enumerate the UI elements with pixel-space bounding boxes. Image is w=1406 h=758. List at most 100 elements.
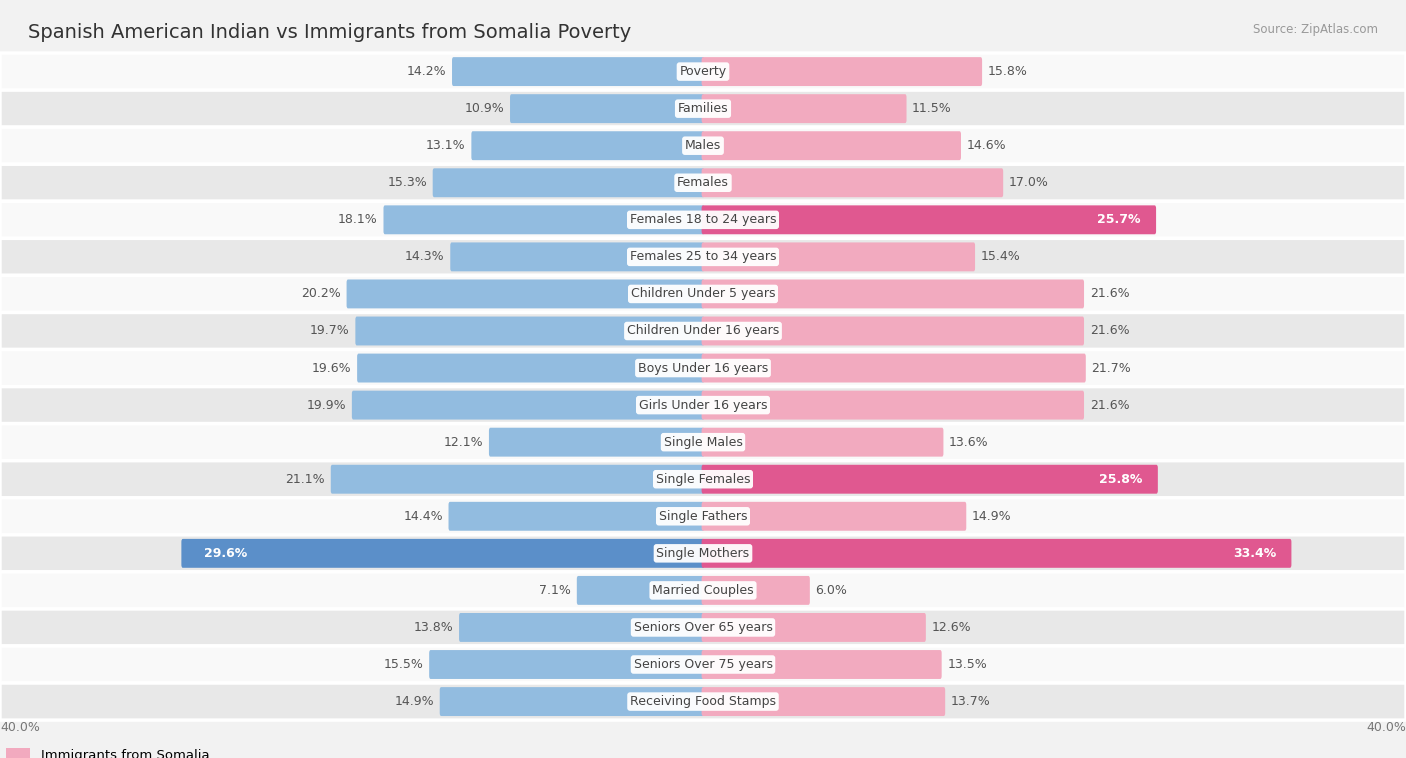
Text: 20.2%: 20.2%: [301, 287, 342, 300]
Text: 15.5%: 15.5%: [384, 658, 423, 671]
FancyBboxPatch shape: [510, 94, 704, 123]
FancyBboxPatch shape: [702, 465, 1159, 493]
Text: 18.1%: 18.1%: [337, 213, 378, 227]
Text: 13.1%: 13.1%: [426, 139, 465, 152]
Text: 10.9%: 10.9%: [464, 102, 505, 115]
Text: 15.3%: 15.3%: [387, 177, 427, 190]
Text: Families: Families: [678, 102, 728, 115]
Legend: Spanish American Indian, Immigrants from Somalia: Spanish American Indian, Immigrants from…: [0, 743, 215, 758]
Text: 13.8%: 13.8%: [413, 621, 453, 634]
Text: 17.0%: 17.0%: [1010, 177, 1049, 190]
Text: 12.6%: 12.6%: [932, 621, 972, 634]
FancyBboxPatch shape: [440, 687, 704, 716]
Text: 40.0%: 40.0%: [0, 721, 39, 734]
FancyBboxPatch shape: [471, 131, 704, 160]
Text: 14.9%: 14.9%: [395, 695, 434, 708]
Text: 40.0%: 40.0%: [1367, 721, 1406, 734]
Text: 7.1%: 7.1%: [540, 584, 571, 597]
Text: 13.7%: 13.7%: [950, 695, 991, 708]
FancyBboxPatch shape: [450, 243, 704, 271]
Text: 21.6%: 21.6%: [1090, 287, 1129, 300]
Text: Source: ZipAtlas.com: Source: ZipAtlas.com: [1253, 23, 1378, 36]
FancyBboxPatch shape: [458, 613, 704, 642]
Text: 14.2%: 14.2%: [406, 65, 447, 78]
Text: 14.9%: 14.9%: [972, 510, 1011, 523]
Text: 29.6%: 29.6%: [204, 547, 247, 560]
FancyBboxPatch shape: [702, 650, 942, 679]
FancyBboxPatch shape: [702, 131, 962, 160]
FancyBboxPatch shape: [702, 205, 1156, 234]
Text: Seniors Over 65 years: Seniors Over 65 years: [634, 621, 772, 634]
Text: 15.4%: 15.4%: [981, 250, 1021, 263]
FancyBboxPatch shape: [702, 280, 1084, 309]
FancyBboxPatch shape: [0, 312, 1406, 349]
Text: Single Males: Single Males: [664, 436, 742, 449]
FancyBboxPatch shape: [0, 275, 1406, 312]
FancyBboxPatch shape: [702, 57, 981, 86]
FancyBboxPatch shape: [330, 465, 704, 493]
FancyBboxPatch shape: [576, 576, 704, 605]
FancyBboxPatch shape: [0, 53, 1406, 90]
FancyBboxPatch shape: [347, 280, 704, 309]
Text: 14.4%: 14.4%: [404, 510, 443, 523]
FancyBboxPatch shape: [357, 353, 704, 383]
Text: Receiving Food Stamps: Receiving Food Stamps: [630, 695, 776, 708]
Text: Females 25 to 34 years: Females 25 to 34 years: [630, 250, 776, 263]
FancyBboxPatch shape: [702, 613, 927, 642]
FancyBboxPatch shape: [702, 353, 1085, 383]
Text: Females: Females: [678, 177, 728, 190]
FancyBboxPatch shape: [702, 687, 945, 716]
FancyBboxPatch shape: [0, 572, 1406, 609]
Text: Children Under 16 years: Children Under 16 years: [627, 324, 779, 337]
FancyBboxPatch shape: [0, 202, 1406, 238]
FancyBboxPatch shape: [0, 238, 1406, 275]
FancyBboxPatch shape: [702, 428, 943, 456]
FancyBboxPatch shape: [702, 243, 976, 271]
Text: 19.7%: 19.7%: [309, 324, 350, 337]
FancyBboxPatch shape: [352, 390, 704, 420]
FancyBboxPatch shape: [0, 424, 1406, 461]
FancyBboxPatch shape: [0, 609, 1406, 646]
Text: 25.8%: 25.8%: [1099, 473, 1142, 486]
Text: 21.6%: 21.6%: [1090, 399, 1129, 412]
FancyBboxPatch shape: [702, 317, 1084, 346]
FancyBboxPatch shape: [433, 168, 704, 197]
FancyBboxPatch shape: [356, 317, 704, 346]
FancyBboxPatch shape: [429, 650, 704, 679]
Text: 25.7%: 25.7%: [1097, 213, 1140, 227]
Text: 21.1%: 21.1%: [285, 473, 325, 486]
FancyBboxPatch shape: [181, 539, 704, 568]
FancyBboxPatch shape: [384, 205, 704, 234]
Text: Males: Males: [685, 139, 721, 152]
Text: 12.1%: 12.1%: [444, 436, 484, 449]
Text: Boys Under 16 years: Boys Under 16 years: [638, 362, 768, 374]
Text: 19.6%: 19.6%: [312, 362, 352, 374]
Text: Seniors Over 75 years: Seniors Over 75 years: [634, 658, 772, 671]
FancyBboxPatch shape: [0, 164, 1406, 202]
FancyBboxPatch shape: [0, 461, 1406, 498]
Text: Females 18 to 24 years: Females 18 to 24 years: [630, 213, 776, 227]
FancyBboxPatch shape: [0, 387, 1406, 424]
Text: 21.6%: 21.6%: [1090, 324, 1129, 337]
FancyBboxPatch shape: [702, 168, 1004, 197]
FancyBboxPatch shape: [0, 646, 1406, 683]
FancyBboxPatch shape: [0, 683, 1406, 720]
Text: 13.5%: 13.5%: [948, 658, 987, 671]
FancyBboxPatch shape: [702, 390, 1084, 420]
Text: 11.5%: 11.5%: [912, 102, 952, 115]
FancyBboxPatch shape: [0, 498, 1406, 535]
FancyBboxPatch shape: [449, 502, 704, 531]
FancyBboxPatch shape: [0, 535, 1406, 572]
Text: Single Fathers: Single Fathers: [659, 510, 747, 523]
Text: Married Couples: Married Couples: [652, 584, 754, 597]
Text: Spanish American Indian vs Immigrants from Somalia Poverty: Spanish American Indian vs Immigrants fr…: [28, 23, 631, 42]
FancyBboxPatch shape: [489, 428, 704, 456]
FancyBboxPatch shape: [702, 94, 907, 123]
Text: 33.4%: 33.4%: [1233, 547, 1277, 560]
Text: 14.6%: 14.6%: [967, 139, 1007, 152]
FancyBboxPatch shape: [0, 90, 1406, 127]
FancyBboxPatch shape: [702, 576, 810, 605]
FancyBboxPatch shape: [702, 502, 966, 531]
FancyBboxPatch shape: [702, 539, 1292, 568]
Text: Girls Under 16 years: Girls Under 16 years: [638, 399, 768, 412]
